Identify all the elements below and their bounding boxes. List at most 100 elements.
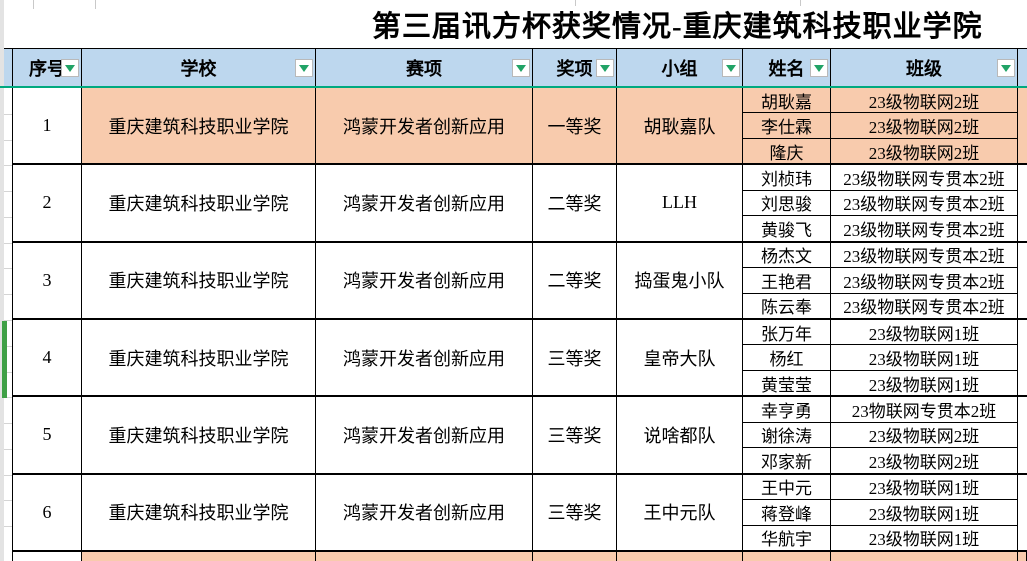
partial-cell-team[interactable] [617, 552, 743, 561]
cell-school[interactable]: 重庆建筑科技职业学院 [82, 242, 316, 318]
filter-dropdown-icon [814, 64, 824, 72]
filter-button[interactable] [295, 59, 313, 77]
col-classes: 23级物联网1班 23级物联网1班 23级物联网1班 [831, 319, 1018, 396]
cell-award[interactable]: 二等奖 [533, 242, 617, 318]
cell-school[interactable]: 重庆建筑科技职业学院 [82, 319, 316, 396]
cell-member-class[interactable]: 23级物联网专贯本2班 [831, 216, 1017, 241]
cell-member-class[interactable]: 23级物联网专贯本2班 [831, 268, 1017, 294]
cell-member-class[interactable]: 23级物联网2班 [831, 88, 1017, 114]
cell-member-class[interactable]: 23级物联网2班 [831, 113, 1017, 139]
cell-school[interactable]: 重庆建筑科技职业学院 [82, 88, 316, 164]
cell-member-name[interactable]: 王中元 [743, 474, 830, 501]
cell-school[interactable]: 重庆建筑科技职业学院 [82, 474, 316, 550]
cell-award[interactable]: 一等奖 [533, 88, 617, 164]
cell-member-name[interactable]: 谢徐涛 [743, 422, 830, 449]
cell-member-class[interactable]: 23级物联网专贯本2班 [831, 293, 1017, 318]
cell-member-class[interactable]: 23物联网专贯本2班 [831, 397, 1017, 423]
cell-event[interactable]: 鸿蒙开发者创新应用 [316, 474, 533, 550]
cell-member-name[interactable]: 陈云奉 [743, 293, 830, 318]
cell-member-class[interactable]: 23级物联网1班 [831, 370, 1017, 396]
cell-event[interactable]: 鸿蒙开发者创新应用 [316, 165, 533, 241]
column-header-team[interactable]: 小组 [617, 48, 743, 87]
filter-button[interactable] [997, 59, 1015, 77]
cell-seq[interactable]: 3 [12, 242, 82, 318]
cell-member-class[interactable]: 23级物联网专贯本2班 [831, 165, 1017, 191]
cell-team[interactable]: 胡耿嘉队 [617, 88, 743, 164]
cell-seq[interactable]: 2 [12, 165, 82, 241]
partial-cell-event[interactable] [316, 552, 533, 561]
cell-team[interactable]: 王中元队 [617, 474, 743, 550]
cell-member-class[interactable]: 23级物联网1班 [831, 500, 1017, 526]
cell-member-name[interactable]: 幸亨勇 [743, 397, 830, 423]
cell-award[interactable]: 三等奖 [533, 397, 617, 473]
filter-button[interactable] [810, 59, 828, 77]
column-header-name[interactable]: 姓名 [743, 48, 831, 87]
filter-button[interactable] [596, 59, 614, 77]
column-header-event[interactable]: 赛项 [316, 48, 533, 87]
partial-cell-seq[interactable] [12, 552, 82, 561]
column-header-award[interactable]: 奖项 [533, 48, 617, 87]
filter-button[interactable] [61, 59, 79, 77]
cell-team[interactable]: 皇帝大队 [617, 319, 743, 396]
cell-team[interactable]: 说啥都队 [617, 397, 743, 473]
cell-member-class[interactable]: 23级物联网专贯本2班 [831, 242, 1017, 269]
partial-cell-class[interactable] [831, 552, 1018, 561]
partial-cell-school[interactable] [82, 552, 316, 561]
faint-gridline [4, 113, 12, 115]
cell-event[interactable]: 鸿蒙开发者创新应用 [316, 242, 533, 318]
table-row-partial[interactable] [12, 552, 1027, 561]
cell-member-name[interactable]: 张万年 [743, 319, 830, 346]
cell-member-class[interactable]: 23级物联网专贯本2班 [831, 190, 1017, 217]
cell-member-name[interactable]: 刘桢玮 [743, 165, 830, 191]
partial-cell-sliver[interactable] [1018, 552, 1027, 561]
cell-event[interactable]: 鸿蒙开发者创新应用 [316, 397, 533, 473]
table-row: 4 重庆建筑科技职业学院 鸿蒙开发者创新应用 三等奖 皇帝大队 张万年 杨红 黄莹莹… [12, 319, 1018, 398]
partial-cell-name[interactable] [743, 552, 831, 561]
cell-member-name[interactable]: 邓家新 [743, 448, 830, 473]
cell-member-name[interactable]: 李仕霖 [743, 113, 830, 139]
sheet-title[interactable]: 第三届讯方杯获奖情况-重庆建筑科技职业学院 [372, 11, 983, 43]
gridline-tick [575, 0, 576, 6]
cell-award[interactable]: 三等奖 [533, 474, 617, 550]
filter-button[interactable] [722, 59, 740, 77]
faint-gridline [4, 268, 12, 270]
cell-member-name[interactable]: 黄骏飞 [743, 216, 830, 241]
cell-seq[interactable]: 6 [12, 474, 82, 550]
cell-member-name[interactable]: 杨杰文 [743, 242, 830, 269]
filter-button[interactable] [512, 59, 530, 77]
cell-member-class[interactable]: 23级物联网1班 [831, 319, 1017, 346]
header-sliver-right [1018, 48, 1027, 87]
partial-cell-award[interactable] [533, 552, 617, 561]
cell-team[interactable]: 捣蛋鬼小队 [617, 242, 743, 318]
column-header-class[interactable]: 班级 [831, 48, 1018, 87]
sliver-cell [1018, 165, 1027, 243]
cell-seq[interactable]: 1 [12, 88, 82, 164]
cell-member-name[interactable]: 蒋登峰 [743, 500, 830, 526]
cell-school[interactable]: 重庆建筑科技职业学院 [82, 397, 316, 473]
cell-member-name[interactable]: 隆庆 [743, 138, 830, 164]
cell-member-class[interactable]: 23级物联网1班 [831, 525, 1017, 550]
cell-member-class[interactable]: 23级物联网1班 [831, 345, 1017, 371]
cell-member-name[interactable]: 刘思骏 [743, 190, 830, 217]
sliver-cell [1018, 242, 1027, 320]
cell-member-class[interactable]: 23级物联网1班 [831, 474, 1017, 501]
cell-award[interactable]: 三等奖 [533, 319, 617, 396]
filter-dropdown-icon [299, 64, 309, 72]
cell-member-class[interactable]: 23级物联网2班 [831, 422, 1017, 449]
cell-event[interactable]: 鸿蒙开发者创新应用 [316, 319, 533, 396]
cell-member-name[interactable]: 胡耿嘉 [743, 88, 830, 114]
cell-member-name[interactable]: 杨红 [743, 345, 830, 371]
cell-member-name[interactable]: 华航宇 [743, 525, 830, 550]
cell-member-class[interactable]: 23级物联网2班 [831, 138, 1017, 164]
cell-seq[interactable]: 5 [12, 397, 82, 473]
cell-school[interactable]: 重庆建筑科技职业学院 [82, 165, 316, 241]
cell-member-name[interactable]: 黄莹莹 [743, 370, 830, 396]
column-header-no[interactable]: 序号 [12, 48, 82, 87]
cell-member-name[interactable]: 王艳君 [743, 268, 830, 294]
column-header-school[interactable]: 学校 [82, 48, 316, 87]
cell-team[interactable]: LLH [617, 165, 743, 241]
cell-event[interactable]: 鸿蒙开发者创新应用 [316, 88, 533, 164]
cell-award[interactable]: 二等奖 [533, 165, 617, 241]
cell-member-class[interactable]: 23级物联网2班 [831, 448, 1017, 473]
cell-seq[interactable]: 4 [12, 319, 82, 396]
